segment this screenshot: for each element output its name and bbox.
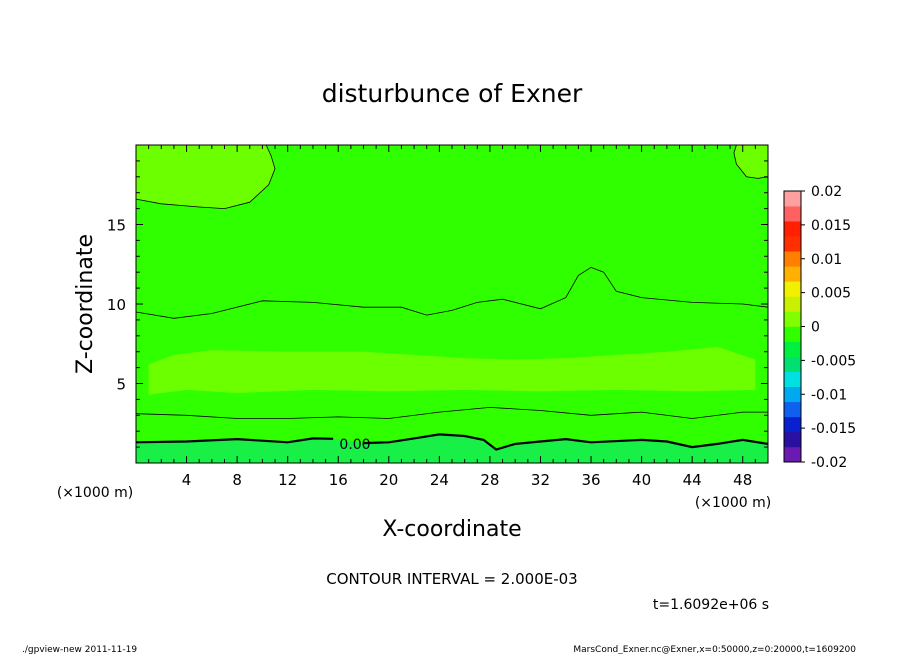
colorbar-segment (784, 236, 801, 252)
colorbar-segment (784, 446, 801, 463)
x-axis: 4 8 12 16 20 24 28 32 36 40 44 48 (148, 145, 756, 489)
colorbar-label: -0.01 (811, 387, 847, 403)
colorbar-segment (784, 311, 801, 327)
plot-fill (136, 145, 768, 463)
contour-zero-left (135, 437, 334, 444)
x-tick-label: 24 (430, 471, 449, 489)
x-tick-label: 40 (632, 471, 651, 489)
contour-line-c3 (135, 144, 276, 210)
footer-left: ./gpview-new 2011-11-19 (22, 645, 137, 654)
chart-title: disturbunce of Exner (322, 79, 583, 108)
contour-line-c4 (733, 144, 769, 179)
colorbar-label: 0 (811, 320, 820, 336)
field-band-mid (148, 346, 756, 395)
colorbar-segment (784, 371, 801, 388)
y-axis: 5 10 15 (107, 160, 768, 448)
x-tick-label: 20 (379, 471, 398, 489)
x-unit-right: (×1000 m) (695, 495, 771, 511)
contour-line-c1 (135, 406, 768, 419)
colorbar-segment (784, 401, 801, 418)
y-axis-label: Z-coordinate (73, 234, 98, 374)
y-tick-label: 15 (107, 217, 126, 235)
colorbar-segment (784, 431, 801, 448)
colorbar-label: 0.02 (811, 184, 842, 200)
x-tick-label: 16 (329, 471, 348, 489)
contour-lines (135, 144, 769, 451)
colorbar-label: 0.01 (811, 252, 842, 268)
colorbar-segment (784, 191, 801, 207)
colorbar: 0.02 0.015 0.01 0.005 0 -0.005 -0.01 -0.015 -0.0… (783, 184, 856, 471)
x-axis-label: X-coordinate (382, 517, 521, 542)
contour-line-c2 (135, 266, 769, 319)
field-blob-top-right (733, 145, 768, 179)
x-unit-left: (×1000 m) (57, 485, 133, 501)
colorbar-segment (784, 356, 801, 372)
colorbar-segment (784, 416, 801, 433)
x-tick-label: 36 (581, 471, 600, 489)
contour-zero-right (363, 433, 769, 451)
x-tick-label: 32 (531, 471, 550, 489)
footer-right: MarsCond_Exner.nc@Exner,x=0:50000,z=0:20… (573, 645, 856, 654)
x-tick-label: 28 (480, 471, 499, 489)
x-tick-label: 48 (733, 471, 752, 489)
colorbar-segment (784, 266, 801, 282)
colorbar-label: -0.02 (811, 455, 847, 471)
contour-interval: CONTOUR INTERVAL = 2.000E-03 (326, 570, 577, 588)
colorbar-segment (784, 326, 801, 342)
colorbar-label: -0.005 (811, 353, 856, 369)
y-tick-label: 5 (116, 376, 126, 394)
contour-label: 0.00 (339, 437, 370, 453)
y-tick-label: 10 (107, 296, 126, 314)
colorbar-label: -0.015 (811, 421, 856, 437)
x-tick-label: 44 (683, 471, 702, 489)
x-tick-label: 4 (182, 471, 192, 489)
colorbar-segment (784, 386, 801, 403)
x-tick-label: 12 (278, 471, 297, 489)
colorbar-segment (784, 206, 801, 222)
time-stamp: t=1.6092e+06 s (653, 597, 769, 613)
colorbar-segment (784, 296, 801, 312)
colorbar-label: 0.005 (811, 286, 851, 302)
x-tick-label: 8 (232, 471, 242, 489)
colorbar-segment (784, 281, 801, 297)
colorbar-segment (784, 341, 801, 357)
colorbar-segment (784, 251, 801, 267)
colorbar-segment (784, 221, 801, 237)
colorbar-label: 0.015 (811, 218, 851, 234)
field-blob-top-left (136, 145, 275, 209)
